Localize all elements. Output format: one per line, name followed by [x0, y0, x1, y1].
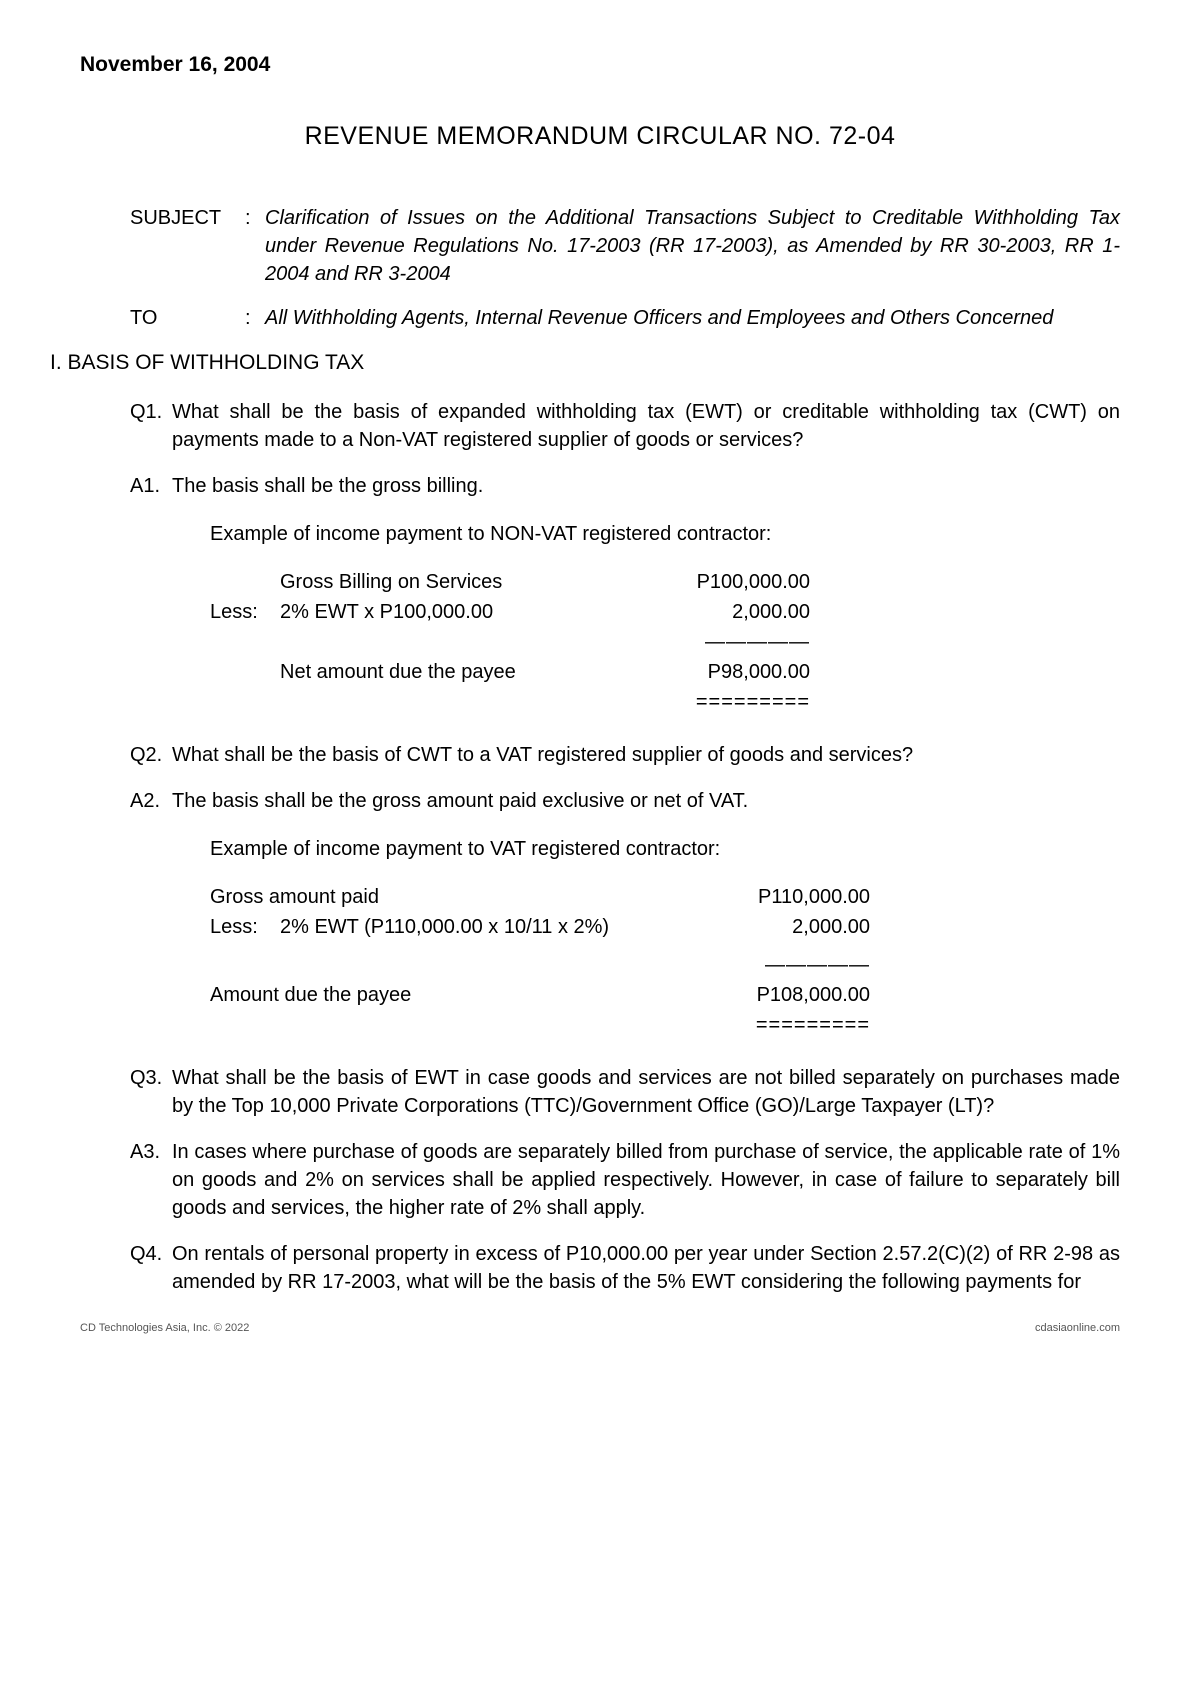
- q3-block: Q3. What shall be the basis of EWT in ca…: [130, 1064, 1120, 1120]
- a2-calc-r1-val: P110,000.00: [630, 883, 870, 911]
- document-date: November 16, 2004: [80, 50, 1120, 79]
- a3-prefix: A3.: [130, 1138, 172, 1222]
- a2-prefix: A2.: [130, 787, 172, 815]
- a1-calc-rule1: —————: [630, 628, 810, 656]
- a1-calc-r1-val: P100,000.00: [630, 568, 810, 596]
- a2-block: A2. The basis shall be the gross amount …: [130, 787, 1120, 815]
- subject-row: SUBJECT : Clarification of Issues on the…: [130, 204, 1120, 288]
- a2-calc-r2-val: 2,000.00: [630, 913, 870, 941]
- subject-label: SUBJECT: [130, 204, 245, 288]
- q1-block: Q1. What shall be the basis of expanded …: [130, 398, 1120, 454]
- document-title: REVENUE MEMORANDUM CIRCULAR NO. 72-04: [80, 119, 1120, 154]
- a2-calc-rule2: =========: [630, 1011, 870, 1039]
- a1-prefix: A1.: [130, 472, 172, 500]
- a1-calc-r3-val: P98,000.00: [630, 658, 810, 686]
- to-colon: :: [245, 304, 265, 332]
- q4-block: Q4. On rentals of personal property in e…: [130, 1240, 1120, 1296]
- q4-text: On rentals of personal property in exces…: [172, 1240, 1120, 1296]
- a1-calc-r1-desc: Gross Billing on Services: [280, 568, 630, 596]
- a2-calc-r1-desc: Gross amount paid: [210, 883, 630, 911]
- subject-colon: :: [245, 204, 265, 288]
- a1-text: The basis shall be the gross billing.: [172, 472, 1120, 500]
- to-row: TO : All Withholding Agents, Internal Re…: [130, 304, 1120, 332]
- q1-text: What shall be the basis of expanded with…: [172, 398, 1120, 454]
- a3-block: A3. In cases where purchase of goods are…: [130, 1138, 1120, 1222]
- footer-right: cdasiaonline.com: [1035, 1321, 1120, 1336]
- a1-block: A1. The basis shall be the gross billing…: [130, 472, 1120, 500]
- subject-text: Clarification of Issues on the Additiona…: [265, 204, 1120, 288]
- a2-calc-r2-label: Less:: [210, 913, 280, 941]
- a3-text: In cases where purchase of goods are sep…: [172, 1138, 1120, 1222]
- a2-calc-r3-desc: Amount due the payee: [210, 981, 630, 1009]
- a1-calc-r2-val: 2,000.00: [630, 598, 810, 626]
- q3-prefix: Q3.: [130, 1064, 172, 1120]
- a1-calc-rule2: =========: [630, 688, 810, 716]
- a1-calc-r2-desc: 2% EWT x P100,000.00: [280, 598, 630, 626]
- to-text: All Withholding Agents, Internal Revenue…: [265, 304, 1120, 332]
- a2-calc-r3-val: P108,000.00: [630, 981, 870, 1009]
- a2-calc-rule1: —————: [630, 951, 870, 979]
- a1-calc-r3-desc: Net amount due the payee: [280, 658, 630, 686]
- a2-text: The basis shall be the gross amount paid…: [172, 787, 1120, 815]
- a1-calc-r2-label: Less:: [210, 598, 280, 626]
- to-label: TO: [130, 304, 245, 332]
- q1-prefix: Q1.: [130, 398, 172, 454]
- q2-prefix: Q2.: [130, 741, 172, 769]
- a2-calc-r2-desc: 2% EWT (P110,000.00 x 10/11 x 2%): [280, 913, 630, 941]
- q4-prefix: Q4.: [130, 1240, 172, 1296]
- q2-block: Q2. What shall be the basis of CWT to a …: [130, 741, 1120, 769]
- footer-left: CD Technologies Asia, Inc. © 2022: [80, 1321, 249, 1336]
- a1-example-intro: Example of income payment to NON-VAT reg…: [210, 520, 870, 548]
- q2-text: What shall be the basis of CWT to a VAT …: [172, 741, 1120, 769]
- section-1-heading: I. BASIS OF WITHHOLDING TAX: [50, 348, 1120, 377]
- a1-calc-table: Gross Billing on Services P100,000.00 Le…: [210, 568, 1120, 716]
- a2-example-intro: Example of income payment to VAT registe…: [210, 835, 1120, 863]
- a2-calc-table: Gross amount paid P110,000.00 Less: 2% E…: [210, 883, 1120, 1039]
- page-footer: CD Technologies Asia, Inc. © 2022 cdasia…: [80, 1321, 1120, 1336]
- q3-text: What shall be the basis of EWT in case g…: [172, 1064, 1120, 1120]
